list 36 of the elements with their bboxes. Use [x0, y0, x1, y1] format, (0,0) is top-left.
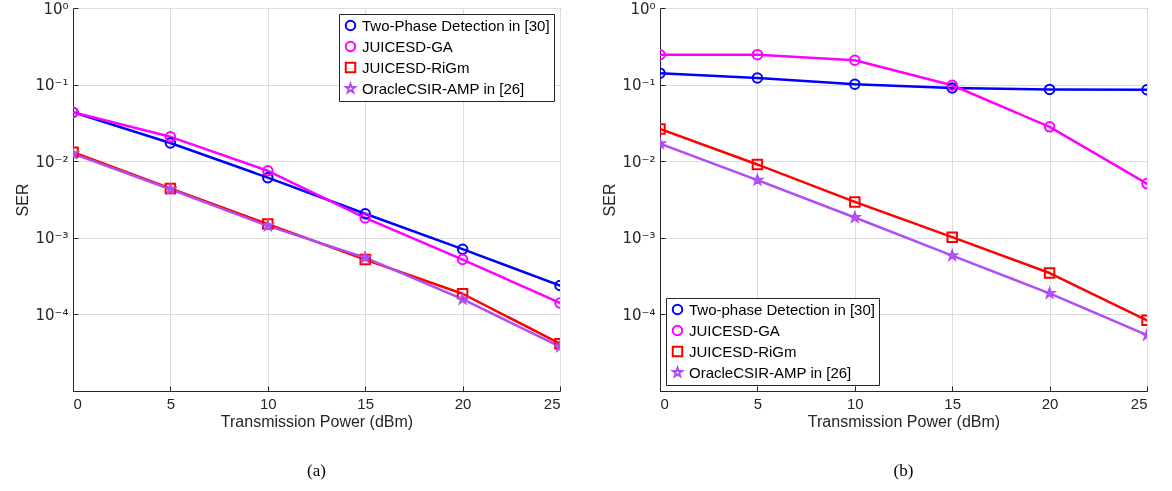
legend-label: OracleCSIR-AMP in [26]: [689, 363, 852, 381]
text: (b): [893, 461, 914, 480]
x-tick-label: 20: [454, 394, 472, 412]
legend-label: JUICESD-RiGm: [689, 342, 797, 360]
legend-label: JUICESD-GA: [362, 37, 453, 55]
x-tick-label: 15: [357, 394, 375, 412]
y-tick-label: 10⁻¹: [35, 76, 69, 95]
y-tick-label: 10⁻²: [622, 152, 656, 171]
y-tick-label: 10⁻¹: [622, 76, 656, 95]
y-tick-label: 10⁰: [630, 0, 656, 18]
x-tick-label: 0: [73, 394, 82, 412]
x-tick-label: 20: [1041, 394, 1059, 412]
y-tick-label: 10⁻²: [35, 152, 69, 171]
x-tick-label: 10: [846, 394, 864, 412]
x-tick-label: 25: [543, 394, 561, 412]
x-axis-title: Transmission Power (dBm): [220, 412, 414, 430]
y-axis-title: SER: [14, 183, 32, 217]
legend-label: JUICESD-GA: [689, 321, 780, 339]
x-axis-title: Transmission Power (dBm): [807, 412, 1001, 430]
y-axis-title: SER: [601, 183, 619, 217]
y-tick-label: 10⁻³: [35, 229, 69, 248]
x-tick-label: 25: [1130, 394, 1148, 412]
y-tick-label: 10⁻⁴: [35, 305, 69, 324]
y-tick-label: 10⁻³: [622, 229, 656, 248]
legend-label: Two-phase Detection in [30]: [689, 300, 875, 318]
text: (a): [307, 461, 326, 480]
x-tick-label: 10: [259, 394, 277, 412]
x-tick-label: 5: [753, 394, 763, 412]
legend-label: Two-Phase Detection in [30]: [362, 16, 550, 34]
y-tick-label: 10⁰: [43, 0, 69, 18]
x-tick-label: 15: [944, 394, 962, 412]
legend-label: OracleCSIR-AMP in [26]: [362, 79, 525, 97]
x-tick-label: 5: [166, 394, 176, 412]
y-tick-label: 10⁻⁴: [622, 305, 656, 324]
legend-label: JUICESD-RiGm: [362, 58, 470, 76]
x-tick-label: 0: [660, 394, 669, 412]
